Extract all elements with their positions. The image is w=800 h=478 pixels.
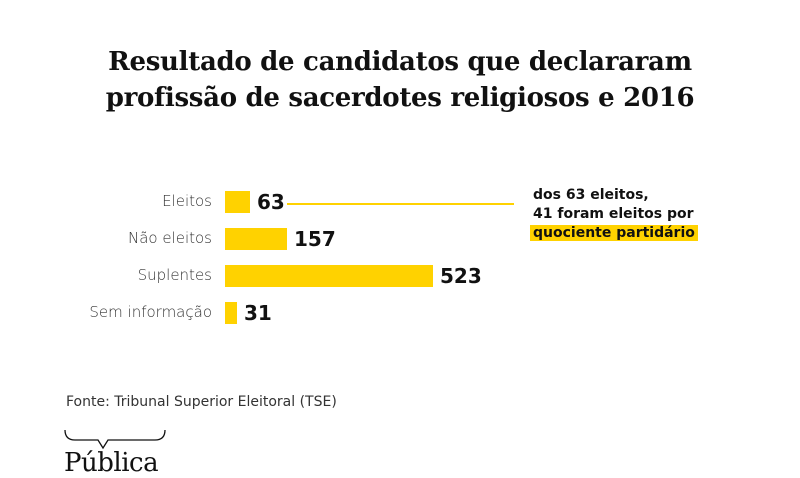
chart-title-line-1: Resultado de candidatos que declararam bbox=[108, 47, 692, 77]
bar bbox=[225, 228, 287, 250]
category-label: Sem informação bbox=[89, 303, 212, 321]
category-label: Eleitos bbox=[162, 192, 212, 210]
bar bbox=[225, 191, 250, 213]
data-label: 31 bbox=[244, 301, 272, 325]
category-label: Não eleitos bbox=[127, 229, 212, 247]
annotation-note: dos 63 eleitos, 41 foram eleitos por quo… bbox=[530, 186, 698, 243]
chart-title-line-2: profissão de sacerdotes religiosos e 201… bbox=[105, 83, 695, 113]
source-note: Fonte: Tribunal Superior Eleitoral (TSE) bbox=[66, 394, 337, 410]
publica-logo: Pública bbox=[62, 428, 172, 478]
data-label: 523 bbox=[440, 264, 482, 288]
annotation-highlight: quociente partidário bbox=[530, 225, 698, 241]
data-label: 63 bbox=[257, 190, 285, 214]
annotation-line-1: dos 63 eleitos, bbox=[533, 187, 649, 203]
bar bbox=[225, 265, 433, 287]
speech-bracket-icon bbox=[64, 429, 166, 450]
category-label: Suplentes bbox=[137, 266, 212, 284]
annotation-line-2: 41 foram eleitos por bbox=[533, 206, 694, 222]
logo-text: Pública bbox=[64, 448, 159, 478]
bar bbox=[225, 302, 237, 324]
chart-title: Resultado de candidatos que declararam p… bbox=[0, 44, 800, 116]
annotation-leader-line bbox=[287, 203, 514, 205]
data-label: 157 bbox=[294, 227, 336, 251]
